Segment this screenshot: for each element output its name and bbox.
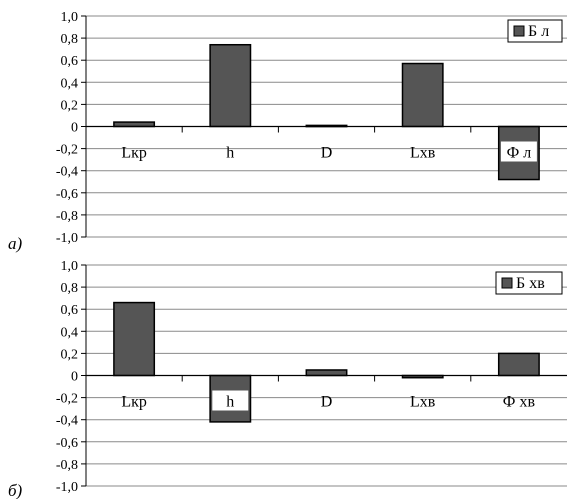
y-tick-label: -0,4 [56,165,78,180]
category-label: Ф хв [503,394,536,411]
y-tick-label: 0,8 [61,32,79,47]
y-tick-label: 0,4 [61,325,79,340]
y-tick-label: -0,8 [56,209,78,224]
y-tick-label: -0,8 [56,458,78,473]
y-tick-label: -0,6 [56,436,78,451]
bar [305,369,348,377]
legend-swatch [513,25,525,37]
y-tick-label: 1,0 [61,259,79,274]
category-label: D [321,145,333,162]
bar [209,43,252,128]
y-tick-label: 1,0 [61,10,79,25]
category-label: Lкр [121,394,147,411]
legend-swatch [501,277,513,289]
legend-label: Б хв [516,275,545,292]
category-label: D [321,394,333,411]
y-tick-label: 0 [71,121,78,136]
category-label: h [226,394,234,411]
bar [401,62,444,128]
bar [497,352,540,377]
y-tick-label: -0,2 [56,392,78,407]
category-label-bg [500,141,537,162]
category-label: h [226,145,234,162]
y-tick-label: 0,6 [61,303,79,318]
bar [113,121,156,128]
y-tick-label: 0,6 [61,54,79,69]
panel-label: б) [8,481,23,499]
y-tick-label: -1,0 [56,231,78,246]
category-label: Ф л [507,145,532,162]
panel-label: а) [8,234,23,253]
bar [113,301,156,377]
legend-label: Б л [528,23,549,40]
y-tick-label: -0,2 [56,143,78,158]
category-label-bg [212,390,249,411]
y-tick-label: -0,4 [56,414,78,429]
y-tick-label: -0,6 [56,187,78,202]
y-tick-label: 0,2 [61,98,79,113]
y-tick-label: 0 [71,370,78,385]
category-label: Lхв [410,145,436,162]
y-tick-label: -1,0 [56,480,78,495]
y-tick-label: 0,2 [61,347,79,362]
category-label: Lкр [121,145,147,162]
category-label: Lхв [410,394,436,411]
y-tick-label: 0,8 [61,281,79,296]
y-tick-label: 0,4 [61,76,79,91]
